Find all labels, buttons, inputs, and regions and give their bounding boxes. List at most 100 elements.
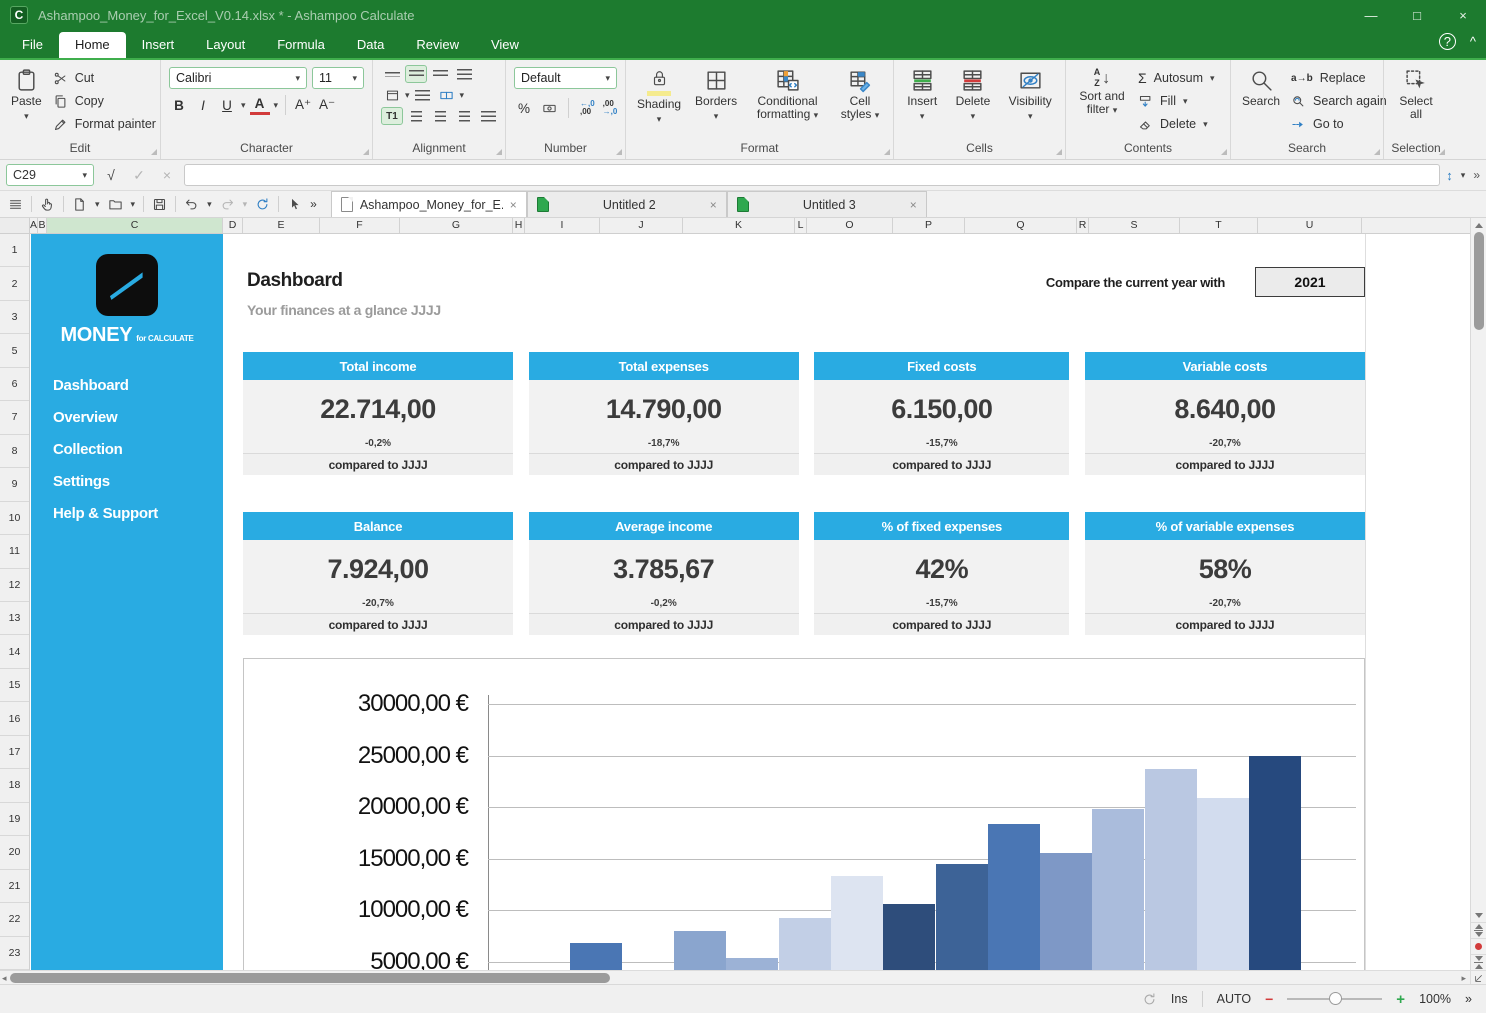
row-header-1[interactable]: 1	[0, 234, 29, 268]
close-tab-icon[interactable]: ×	[509, 197, 517, 212]
menu-tab-home[interactable]: Home	[58, 32, 126, 58]
refresh-icon[interactable]	[255, 197, 270, 212]
row-header-12[interactable]: 12	[0, 569, 29, 602]
font-name-select[interactable]: Calibri ▾	[169, 67, 307, 89]
menu-tab-data[interactable]: Data	[356, 37, 385, 52]
align-center-button[interactable]	[429, 107, 451, 125]
vertical-scroll-thumb[interactable]	[1473, 232, 1484, 330]
formula-input[interactable]	[184, 164, 1441, 186]
row-header-16[interactable]: 16	[0, 702, 29, 736]
column-header-q[interactable]: Q	[965, 218, 1077, 233]
align-middle-button[interactable]	[405, 65, 427, 83]
zoom-in-icon[interactable]: +	[1396, 990, 1406, 1008]
column-header-s[interactable]: S	[1089, 218, 1180, 233]
merge-cells-button[interactable]	[436, 86, 458, 104]
percent-format-button[interactable]: %	[517, 100, 530, 116]
calc-mode-indicator[interactable]: AUTO	[1216, 992, 1252, 1006]
align-bottom-button[interactable]	[429, 65, 451, 83]
column-header-d[interactable]: D	[223, 218, 243, 233]
row-header-13[interactable]: 13	[0, 602, 29, 636]
align-top-button[interactable]	[381, 65, 403, 83]
align-justify-button[interactable]	[477, 107, 499, 125]
search-again-button[interactable]: Search again	[1291, 90, 1387, 112]
horizontal-scroll-thumb[interactable]	[10, 973, 610, 983]
font-color-button[interactable]: A	[249, 95, 270, 115]
row-header-8[interactable]: 8	[0, 435, 29, 469]
row-header-9[interactable]: 9	[0, 468, 29, 502]
sheet-tab-untitled-2[interactable]: Untitled 2 ×	[526, 191, 727, 217]
column-header-t[interactable]: T	[1180, 218, 1258, 233]
sidebar-item-help-support[interactable]: Help & Support	[53, 504, 158, 522]
new-document-icon[interactable]	[72, 197, 87, 212]
cancel-icon[interactable]: ×	[162, 167, 172, 183]
paste-button[interactable]: Paste ▾	[8, 67, 45, 124]
scroll-down-icon[interactable]	[1471, 908, 1486, 922]
sheet-tab-ashampoo-money-for-e[interactable]: Ashampoo_Money_for_E... ×	[330, 191, 527, 217]
currency-format-icon[interactable]	[542, 101, 557, 116]
open-folder-icon[interactable]	[108, 197, 123, 212]
dropdown-icon[interactable]: ▾	[459, 89, 465, 100]
sidebar-item-dashboard[interactable]: Dashboard	[53, 376, 129, 394]
column-header-g[interactable]: G	[400, 218, 513, 233]
column-header-r[interactable]: R	[1077, 218, 1089, 233]
scroll-right-icon[interactable]: ▸	[1461, 973, 1466, 983]
insert-mode-indicator[interactable]: Ins	[1170, 992, 1188, 1006]
row-header-21[interactable]: 21	[0, 870, 29, 904]
select-all-button[interactable]: Select all	[1392, 67, 1440, 122]
column-header-c[interactable]: C	[47, 218, 223, 233]
row-header-6[interactable]: 6	[0, 368, 29, 402]
font-size-select[interactable]: 11 ▾	[312, 67, 364, 89]
dropdown-icon[interactable]: ▾	[130, 198, 136, 209]
format-painter-button[interactable]: Format painter	[53, 113, 156, 135]
dropdown-icon[interactable]: ▾	[95, 198, 100, 209]
close-tab-icon[interactable]: ×	[709, 197, 717, 212]
cell-format-button[interactable]	[381, 86, 403, 104]
save-icon[interactable]	[152, 197, 167, 212]
sidebar-item-collection[interactable]: Collection	[53, 440, 123, 458]
maximize-button[interactable]: □	[1413, 7, 1421, 23]
pointer-icon[interactable]	[287, 197, 302, 212]
sheet-tab-untitled-3[interactable]: Untitled 3 ×	[726, 191, 927, 217]
decrease-font-button[interactable]: A⁻	[318, 97, 336, 112]
replace-button[interactable]: a→b Replace	[1291, 71, 1366, 85]
dropdown-icon[interactable]: ▾	[1460, 169, 1466, 180]
visibility-button[interactable]: Visibility ▾	[1006, 67, 1055, 124]
row-header-18[interactable]: 18	[0, 769, 29, 803]
accept-icon[interactable]: ✓	[133, 166, 145, 183]
dropdown-icon[interactable]: ▾	[273, 99, 279, 110]
cell-reference-box[interactable]: C29 ▾	[6, 164, 94, 186]
autosum-button[interactable]: Σ Autosum ▾	[1138, 70, 1215, 86]
wrap-text-button[interactable]	[412, 86, 434, 104]
increase-font-button[interactable]: A⁺	[294, 97, 312, 112]
dropdown-icon[interactable]: ▾	[242, 198, 248, 209]
insert-cells-button[interactable]: Insert ▾	[904, 67, 940, 124]
column-header-a[interactable]: A	[30, 218, 38, 233]
record-marker-button[interactable]	[1470, 938, 1486, 954]
number-format-select[interactable]: Default ▾	[514, 67, 617, 89]
sync-icon[interactable]	[1142, 992, 1157, 1007]
menu-tab-layout[interactable]: Layout	[206, 37, 246, 52]
row-header-15[interactable]: 15	[0, 669, 29, 703]
column-header-f[interactable]: F	[320, 218, 400, 233]
column-header-e[interactable]: E	[243, 218, 320, 233]
fill-button[interactable]: Fill ▾	[1138, 90, 1215, 112]
menu-tab-insert[interactable]: Insert	[141, 37, 175, 52]
zoom-slider[interactable]	[1287, 992, 1383, 1005]
conditional-formatting-button[interactable]: Conditional formatting ▾	[748, 67, 827, 123]
compare-year-input[interactable]: 2021	[1255, 267, 1365, 297]
delete-cells-button[interactable]: Delete ▾	[953, 67, 994, 124]
split-view-button-2[interactable]	[1470, 954, 1486, 970]
menu-icon[interactable]	[8, 197, 23, 212]
row-header-17[interactable]: 17	[0, 736, 29, 770]
function-icon[interactable]: √	[107, 167, 115, 183]
dropdown-icon[interactable]: ▾	[241, 99, 246, 110]
touch-mode-icon[interactable]	[40, 197, 55, 212]
zoom-level[interactable]: 100%	[1419, 992, 1452, 1006]
underline-button[interactable]: U	[222, 97, 232, 113]
scroll-up-icon[interactable]	[1471, 218, 1486, 232]
zoom-slider-knob[interactable]	[1329, 992, 1343, 1005]
column-header-h[interactable]: H	[513, 218, 525, 233]
row-header-5[interactable]: 5	[0, 334, 29, 368]
scroll-left-icon[interactable]: ◂	[2, 973, 7, 983]
